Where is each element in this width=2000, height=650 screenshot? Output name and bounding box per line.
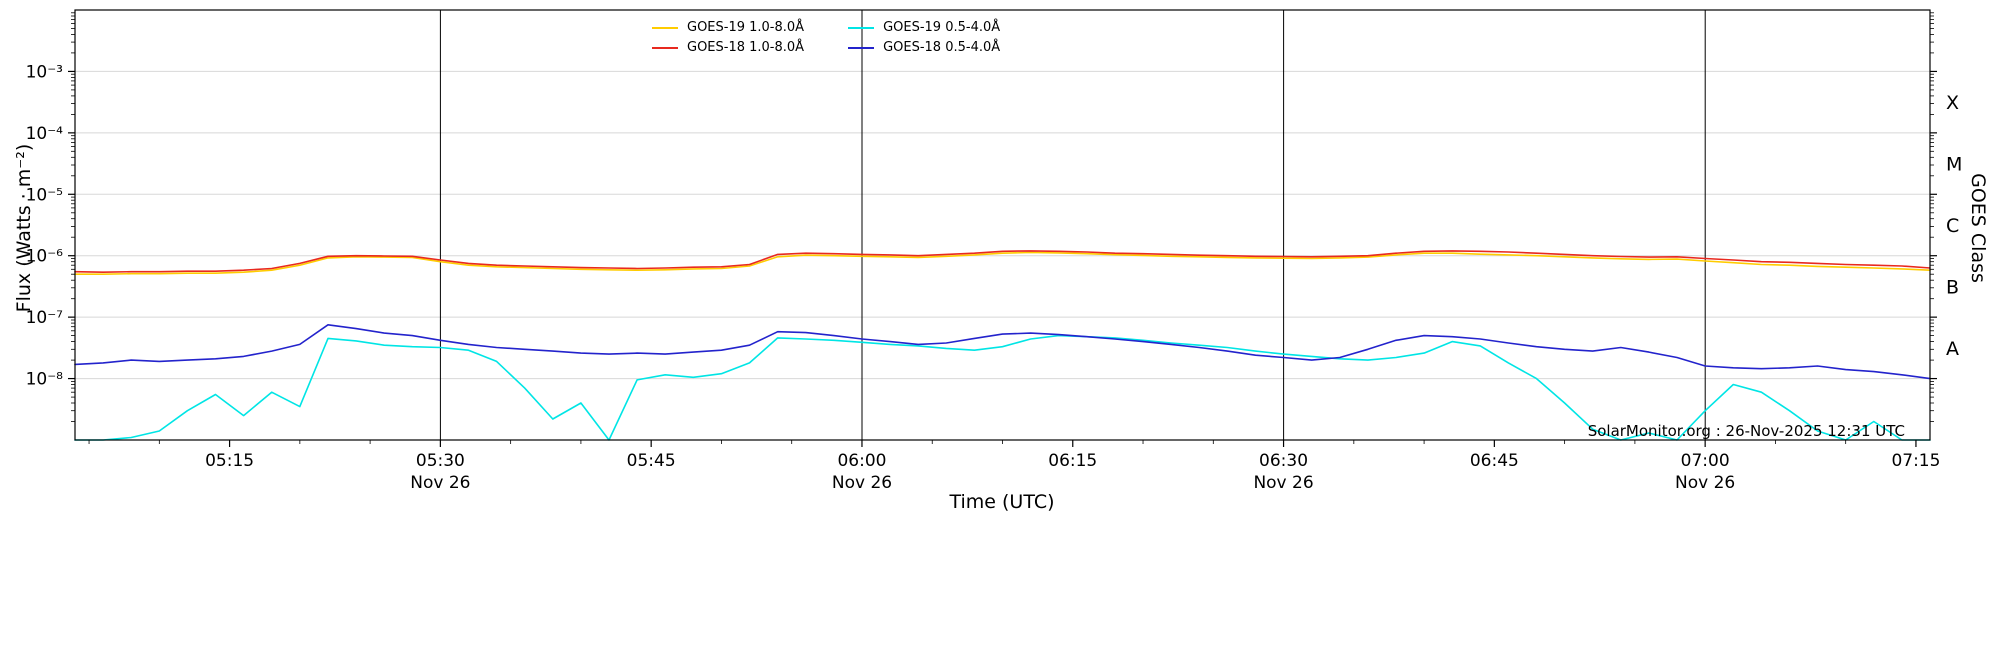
x-tick-label: 06:00 [837,451,886,471]
x-tick-label: 06:15 [1048,451,1097,471]
y-tick-label: 10⁻³ [26,62,63,82]
goes-class-letter: X [1946,92,1959,114]
x-tick-label: 06:30 [1259,451,1308,471]
x-day-label: Nov 26 [1675,473,1735,493]
series-line [74,324,1931,380]
right-axis-title: GOES Class [1967,173,1989,283]
x-tick-label: 07:00 [1681,451,1730,471]
series-line [74,250,1931,273]
x-tick-label: 07:15 [1891,451,1940,471]
legend-line-swatch [652,46,678,49]
x-tick-label: 06:45 [1470,451,1519,471]
series-line [74,251,1931,275]
x-day-label: Nov 26 [1253,473,1313,493]
legend-label: GOES-18 0.5-4.0Å [883,40,1001,55]
x-tick-label: 05:30 [416,451,465,471]
goes-class-letter: B [1946,276,1959,298]
legend-item: GOES-19 0.5-4.0Å [848,20,1000,35]
goes-class-letter: C [1946,215,1959,237]
goes-class-letter: M [1946,154,1962,176]
x-day-label: Nov 26 [410,473,470,493]
x-day-label: Nov 26 [832,473,892,493]
watermark: SolarMonitor.org : 26-Nov-2025 12:31 UTC [1587,422,1905,440]
y-tick-label: 10⁻⁴ [26,124,64,144]
legend-label: GOES-18 1.0-8.0Å [687,40,805,55]
plot-border [74,9,1931,441]
legend-line-swatch [848,46,875,49]
legend-line-swatch [848,26,875,29]
y-tick-label: 10⁻⁸ [26,370,64,390]
legend-item: GOES-18 1.0-8.0Å [652,40,804,55]
y-tick-label: 10⁻⁶ [26,247,64,267]
y-tick-label: 10⁻⁷ [26,308,64,328]
legend-item: GOES-18 0.5-4.0Å [848,40,1000,55]
legend-item: GOES-19 1.0-8.0Å [652,20,804,35]
goes-class-letter: A [1946,338,1959,360]
legend-line-swatch [652,26,678,29]
x-tick-label: 05:15 [205,451,254,471]
legend-label: GOES-19 0.5-4.0Å [883,20,1001,35]
x-axis-title: Time (UTC) [949,491,1055,513]
y-tick-label: 10⁻⁵ [26,185,63,205]
legend-label: GOES-19 1.0-8.0Å [687,20,805,35]
legend: GOES-19 1.0-8.0Å GOES-18 1.0-8.0Å GOES-19 … [652,20,1000,55]
y-axis-title: Flux (Watts · m⁻²) [13,143,35,313]
x-tick-label: 05:45 [627,451,676,471]
